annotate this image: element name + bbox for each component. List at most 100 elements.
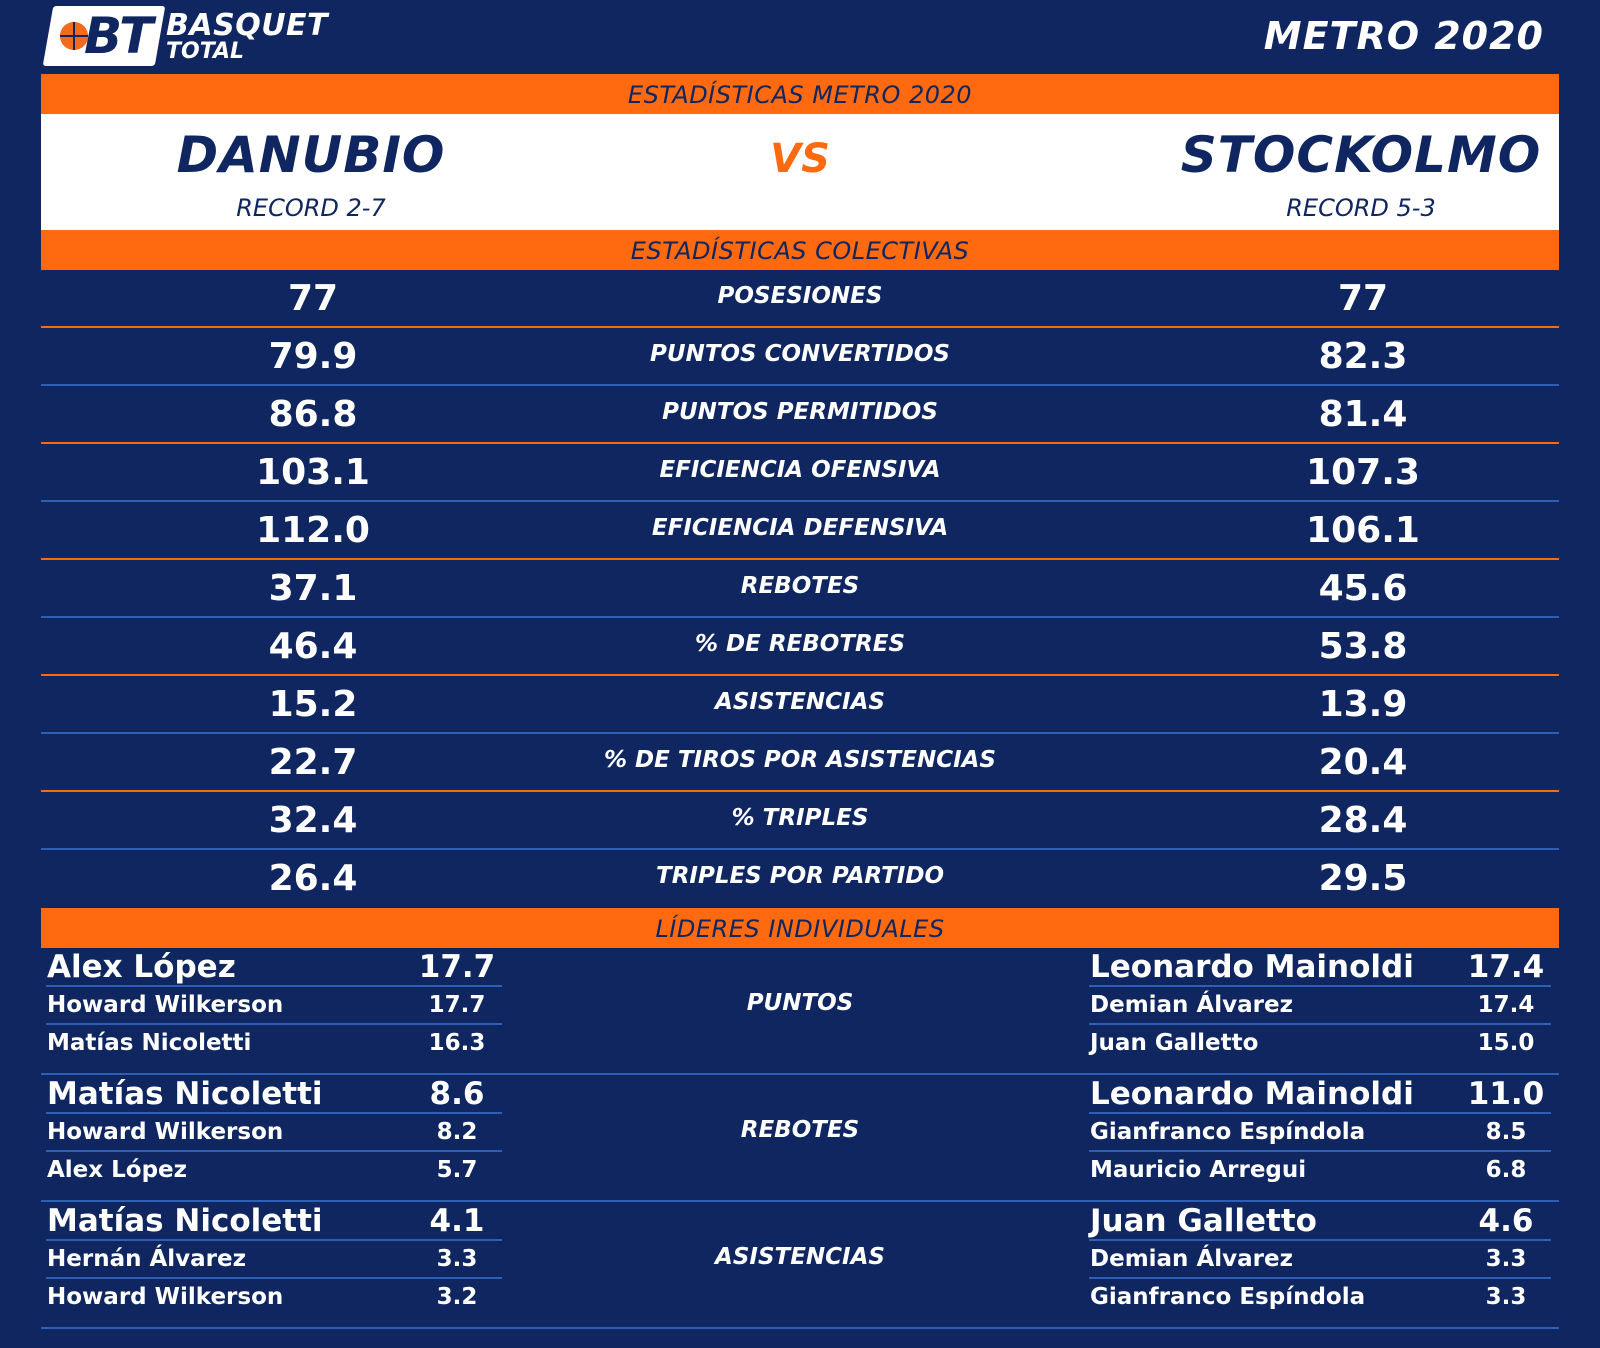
- leader-category: PUNTOS: [746, 990, 854, 1016]
- home-stat-value: 46.4: [268, 626, 358, 667]
- leader-row: Matías Nicoletti 8.6: [46, 1075, 502, 1114]
- leader-row: Howard Wilkerson 3.2: [46, 1279, 502, 1315]
- stat-row: 26.4 TRIPLES POR PARTIDO 29.5: [41, 850, 1559, 906]
- home-stat-value: 26.4: [268, 858, 358, 899]
- away-stat-value: 45.6: [1318, 568, 1408, 609]
- stat-label: EFICIENCIA DEFENSIVA: [651, 515, 949, 541]
- stat-label: PUNTOS CONVERTIDOS: [650, 341, 950, 367]
- player-value: 8.6: [429, 1075, 485, 1112]
- player-name: Matías Nicoletti: [47, 1030, 252, 1056]
- home-stat-value: 77: [287, 278, 339, 319]
- leader-row: Alex López 5.7: [46, 1152, 502, 1188]
- stat-row: 86.8 PUNTOS PERMITIDOS 81.4: [41, 386, 1559, 444]
- player-name: Alex López: [47, 1157, 188, 1183]
- away-stat-value: 20.4: [1318, 742, 1408, 783]
- player-value: 3.3: [1485, 1246, 1527, 1272]
- stat-label: TRIPLES POR PARTIDO: [656, 863, 944, 889]
- leader-row: Gianfranco Espíndola 8.5: [1089, 1114, 1551, 1152]
- basketball-icon: [60, 22, 88, 50]
- stat-row: 22.7 % DE TIROS POR ASISTENCIAS 20.4: [41, 734, 1559, 792]
- player-value: 17.7: [428, 992, 486, 1018]
- player-name: Leonardo Mainoldi: [1090, 1075, 1414, 1112]
- stat-row: 79.9 PUNTOS CONVERTIDOS 82.3: [41, 328, 1559, 386]
- away-stat-value: 53.8: [1318, 626, 1408, 667]
- home-stat-value: 103.1: [256, 452, 370, 493]
- player-value: 8.2: [436, 1119, 478, 1145]
- home-leaders: Matías Nicoletti 4.1 Hernán Álvarez 3.3 …: [46, 1202, 502, 1315]
- away-leaders: Juan Galletto 4.6 Demian Álvarez 3.3 Gia…: [1089, 1202, 1551, 1315]
- leader-group-rebounds: Matías Nicoletti 8.6 Howard Wilkerson 8.…: [41, 1075, 1559, 1202]
- player-name: Demian Álvarez: [1090, 1246, 1293, 1272]
- vs-label: VS: [770, 136, 830, 182]
- player-name: Howard Wilkerson: [47, 992, 284, 1018]
- teams-block: DANUBIO RECORD 2-7 VS STOCKOLMO RECORD 5…: [41, 114, 1559, 230]
- away-stat-value: 106.1: [1306, 510, 1420, 551]
- leader-row: Howard Wilkerson 8.2: [46, 1114, 502, 1152]
- player-name: Howard Wilkerson: [47, 1119, 284, 1145]
- player-value: 4.6: [1478, 1202, 1534, 1239]
- player-value: 3.2: [436, 1284, 478, 1310]
- leader-row: Juan Galletto 15.0: [1089, 1025, 1551, 1061]
- leader-group-assists: Matías Nicoletti 4.1 Hernán Álvarez 3.3 …: [41, 1202, 1559, 1329]
- away-stat-value: 77: [1337, 278, 1389, 319]
- player-value: 6.8: [1485, 1157, 1527, 1183]
- leader-row: Leonardo Mainoldi 11.0: [1089, 1075, 1551, 1114]
- away-stat-value: 82.3: [1318, 336, 1408, 377]
- leader-row: Demian Álvarez 3.3: [1089, 1241, 1551, 1279]
- player-name: Demian Álvarez: [1090, 992, 1293, 1018]
- group-divider: [41, 1073, 1559, 1075]
- away-leaders: Leonardo Mainoldi 11.0 Gianfranco Espínd…: [1089, 1075, 1551, 1188]
- leader-row: Hernán Álvarez 3.3: [46, 1241, 502, 1279]
- player-name: Leonardo Mainoldi: [1090, 948, 1414, 985]
- player-name: Howard Wilkerson: [47, 1284, 284, 1310]
- player-name: Matías Nicoletti: [47, 1075, 323, 1112]
- leader-row: Matías Nicoletti 4.1: [46, 1202, 502, 1241]
- basquet-total-logo: BT BASQUET TOTAL: [42, 6, 348, 66]
- group-divider: [41, 1327, 1559, 1329]
- player-name: Matías Nicoletti: [47, 1202, 323, 1239]
- leader-category: ASISTENCIAS: [715, 1244, 885, 1270]
- stat-label: % TRIPLES: [731, 805, 869, 831]
- logo-mark: BT: [84, 7, 153, 65]
- away-stat-value: 28.4: [1318, 800, 1408, 841]
- away-team-record: RECORD 5-3: [1286, 194, 1436, 222]
- leader-row: Alex López 17.7: [46, 948, 502, 987]
- header: BT BASQUET TOTAL METRO 2020: [0, 0, 1600, 74]
- player-value: 3.3: [436, 1246, 478, 1272]
- band-collective-stats: ESTADÍSTICAS COLECTIVAS: [41, 230, 1559, 270]
- home-stat-value: 79.9: [268, 336, 358, 377]
- leader-row: Leonardo Mainoldi 17.4: [1089, 948, 1551, 987]
- leader-category: REBOTES: [740, 1117, 860, 1143]
- player-name: Gianfranco Espíndola: [1090, 1284, 1366, 1310]
- stat-label: REBOTES: [740, 573, 860, 599]
- home-stat-value: 32.4: [268, 800, 358, 841]
- player-value: 16.3: [428, 1030, 486, 1056]
- away-stat-value: 29.5: [1318, 858, 1408, 899]
- player-value: 4.1: [429, 1202, 485, 1239]
- away-stat-value: 13.9: [1318, 684, 1408, 725]
- home-stat-value: 15.2: [268, 684, 358, 725]
- player-name: Mauricio Arregui: [1090, 1157, 1307, 1183]
- group-divider: [41, 1200, 1559, 1202]
- player-name: Gianfranco Espíndola: [1090, 1119, 1366, 1145]
- stat-label: % DE REBOTRES: [694, 631, 906, 657]
- player-name: Alex López: [47, 948, 236, 985]
- stat-row: 32.4 % TRIPLES 28.4: [41, 792, 1559, 850]
- home-stat-value: 112.0: [256, 510, 370, 551]
- player-value: 17.4: [1467, 948, 1545, 985]
- player-name: Juan Galletto: [1090, 1030, 1259, 1056]
- home-team-name: DANUBIO: [176, 126, 446, 184]
- away-team-name: STOCKOLMO: [1180, 126, 1542, 184]
- player-value: 15.0: [1477, 1030, 1535, 1056]
- home-leaders: Matías Nicoletti 8.6 Howard Wilkerson 8.…: [46, 1075, 502, 1188]
- logo-word-basquet: BASQUET: [166, 8, 329, 43]
- player-value: 3.3: [1485, 1284, 1527, 1310]
- away-stat-value: 107.3: [1306, 452, 1420, 493]
- player-value: 8.5: [1485, 1119, 1527, 1145]
- stat-row: 77 POSESIONES 77: [41, 270, 1559, 328]
- leader-row: Demian Álvarez 17.4: [1089, 987, 1551, 1025]
- leader-row: Mauricio Arregui 6.8: [1089, 1152, 1551, 1188]
- band-individual-leaders: LÍDERES INDIVIDUALES: [41, 908, 1559, 948]
- leader-row: Juan Galletto 4.6: [1089, 1202, 1551, 1241]
- player-value: 17.7: [418, 948, 496, 985]
